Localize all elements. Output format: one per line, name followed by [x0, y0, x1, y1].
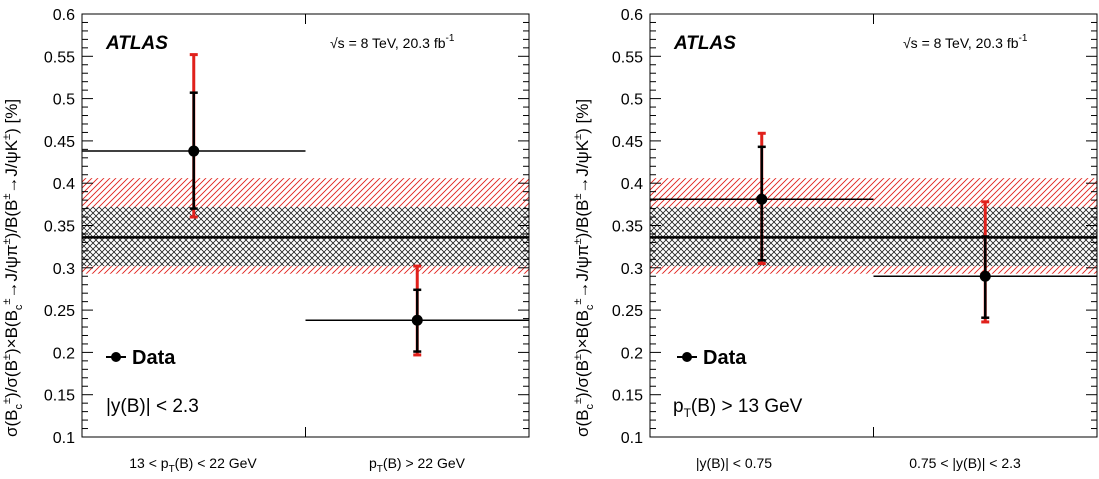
- y-tick-label: 0.6: [53, 7, 75, 24]
- y-tick-label: 0.1: [621, 430, 643, 447]
- legend-label: Data: [703, 347, 747, 369]
- y-tick-label: 0.55: [44, 49, 75, 66]
- selection-label: pT(B) > 13 GeV: [673, 396, 803, 420]
- energy-label: √s = 8 TeV, 20.3 fb-1: [330, 33, 455, 51]
- energy-label: √s = 8 TeV, 20.3 fb-1: [903, 33, 1028, 51]
- atlas-label: ATLAS: [673, 33, 736, 54]
- y-tick-label: 0.25: [612, 303, 643, 320]
- y-tick-label: 0.45: [612, 134, 643, 151]
- y-tick-label: 0.6: [621, 7, 643, 24]
- legend: Data: [106, 347, 176, 369]
- y-tick-label: 0.55: [612, 49, 643, 66]
- y-axis-label: σ(Bc±)/σ(B±)×B(Bc±→J/ψπ±)/B(B±→J/ψK±) [%…: [1, 99, 25, 437]
- y-tick-label: 0.3: [53, 261, 75, 278]
- atlas-label: ATLAS: [105, 33, 168, 54]
- data-points: [650, 131, 1097, 324]
- y-tick-label: 0.15: [44, 388, 75, 405]
- legend-label: Data: [132, 347, 176, 369]
- category-label-1: 0.75 < |y(B)| < 2.3: [909, 455, 1021, 471]
- data-point: [411, 314, 423, 326]
- category-label-1: pT(B) > 22 GeV: [369, 455, 466, 475]
- plot-area: 0.1 0.15 0.2 0.25 0.3 0.35 0.4 0.45 0.5 0.55 0.6: [44, 7, 530, 447]
- y-tick-label: 0.1: [53, 430, 75, 447]
- category-label-0: 13 < pT(B) < 22 GeV: [129, 455, 257, 475]
- legend: Data: [677, 347, 747, 369]
- plot-area: 0.1 0.15 0.2 0.25 0.3 0.35 0.4 0.45 0.5 0.55 0.6: [612, 7, 1098, 447]
- right-panel: 0.1 0.15 0.2 0.25 0.3 0.35 0.4 0.45 0.5 0.55 0.6 A…: [572, 7, 1098, 471]
- data-point: [979, 270, 991, 282]
- legend-marker: [682, 352, 692, 362]
- y-tick-label: 0.2: [53, 345, 75, 362]
- y-tick-label: 0.4: [53, 176, 75, 193]
- legend-marker: [111, 352, 121, 362]
- y-tick-label: 0.15: [612, 388, 643, 405]
- left-panel: 0.1 0.15 0.2 0.25 0.3 0.35 0.4 0.45 0.5 0.55 0.6 A…: [1, 7, 530, 475]
- data-points: [82, 53, 529, 357]
- y-tick-label: 0.3: [621, 261, 643, 278]
- y-tick-label: 0.5: [53, 92, 75, 109]
- y-tick-label: 0.2: [621, 345, 643, 362]
- y-tick-label: 0.45: [44, 134, 75, 151]
- y-tick-label: 0.5: [621, 92, 643, 109]
- data-point: [188, 145, 200, 157]
- selection-label: |y(B)| < 2.3: [106, 396, 199, 417]
- y-tick-label: 0.35: [44, 219, 75, 236]
- data-point: [756, 193, 768, 205]
- y-axis-label: σ(Bc±)/σ(B±)×B(Bc±→J/ψπ±)/B(B±→J/ψK±) [%…: [572, 99, 596, 437]
- category-label-0: |y(B)| < 0.75: [696, 455, 772, 471]
- y-tick-label: 0.4: [621, 176, 643, 193]
- y-tick-label: 0.35: [612, 219, 643, 236]
- y-tick-label: 0.25: [44, 303, 75, 320]
